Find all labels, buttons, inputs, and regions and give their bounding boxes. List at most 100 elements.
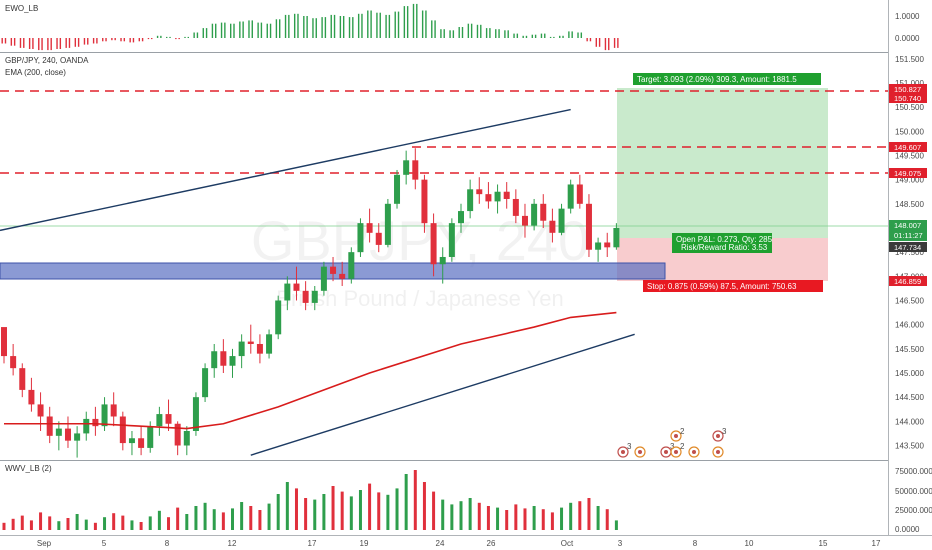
candle xyxy=(128,430,135,456)
volume-bar xyxy=(596,506,600,530)
ewo-bar xyxy=(431,20,433,38)
ewo-bar xyxy=(586,38,588,42)
price-tick: 151.500 xyxy=(895,55,924,64)
candle xyxy=(156,406,163,436)
price-tick: 146.000 xyxy=(895,321,924,330)
ewo-bar xyxy=(224,22,226,38)
candle xyxy=(220,339,227,373)
ewo-bar xyxy=(211,23,214,38)
volume-bar xyxy=(505,510,509,530)
ewo-bar xyxy=(562,35,564,38)
ewo-bar xyxy=(549,36,552,38)
ewo-bar xyxy=(87,38,89,45)
candle xyxy=(330,256,337,282)
event-marker[interactable] xyxy=(688,446,700,458)
watermark-name: British Pound / Japanese Yen xyxy=(276,286,563,311)
target-label[interactable]: Target: 3.093 (2.09%) 309.3, Amount: 188… xyxy=(633,73,821,85)
event-marker[interactable]: 2 xyxy=(670,442,685,458)
candle xyxy=(467,179,474,219)
candle xyxy=(37,392,44,431)
ewo-bar xyxy=(269,23,272,38)
ewo-bar xyxy=(230,23,232,38)
ewo-bar xyxy=(202,28,204,38)
volume-bar xyxy=(121,515,125,530)
ewo-bar xyxy=(279,19,281,38)
channel-upper-line[interactable] xyxy=(0,108,571,232)
ewo-bar xyxy=(151,38,153,40)
ewo-bar xyxy=(196,32,199,38)
ewo-bar xyxy=(303,16,305,38)
price-tick: 151.000 xyxy=(895,79,924,88)
price-tick: 150.000 xyxy=(895,127,924,136)
svg-text:149.607: 149.607 xyxy=(894,143,921,152)
time-axis[interactable]: Sep 5 8 12 17 19 24 26 Oct 3 8 10 15 17 xyxy=(37,539,881,548)
event-markers[interactable]: 3 3 2 2 3 xyxy=(617,427,727,458)
ewo-bar xyxy=(169,36,171,38)
ewo-bar xyxy=(498,29,500,38)
event-marker[interactable] xyxy=(712,446,724,458)
event-marker[interactable]: 2 xyxy=(670,427,685,442)
svg-text:148.007: 148.007 xyxy=(894,221,921,230)
ewo-bar xyxy=(342,16,345,38)
volume-bar xyxy=(267,503,271,530)
ewo-bar xyxy=(32,38,34,49)
volume-bar xyxy=(477,502,481,530)
volume-bar xyxy=(313,499,317,530)
pnl-label[interactable]: Open P&L: 0.273, Qty: 285 Risk/Reward Ra… xyxy=(672,233,773,253)
time-tick: 8 xyxy=(165,539,170,548)
ewo-bar xyxy=(495,29,497,38)
ewo-bar xyxy=(251,20,253,38)
volume-bar xyxy=(349,496,353,530)
volume-legend-title[interactable]: WWV_LB (2) xyxy=(5,464,52,473)
volume-bar xyxy=(450,504,454,530)
main-legend-title[interactable]: GBP/JPY, 240, OANDA xyxy=(5,56,89,65)
ewo-bar xyxy=(111,38,113,41)
ewo-bar xyxy=(613,38,616,48)
ewo-legend-title[interactable]: EWO_LB xyxy=(5,4,38,13)
time-tick: 26 xyxy=(487,539,496,548)
price-tag-149-075: 149.075 xyxy=(889,168,927,178)
time-tick: 24 xyxy=(436,539,445,548)
time-tick: Oct xyxy=(561,539,574,548)
ema-legend-title[interactable]: EMA (200, close) xyxy=(5,68,66,77)
ewo-bar xyxy=(580,32,583,38)
event-marker[interactable]: 3 xyxy=(712,427,727,442)
candle xyxy=(567,179,574,214)
ewo-bar xyxy=(357,13,360,39)
candle xyxy=(202,363,209,402)
candle xyxy=(101,397,108,431)
ewo-bar xyxy=(434,20,436,38)
ewo-bar xyxy=(617,38,619,48)
ewo-bar xyxy=(339,16,342,38)
ewo-bar xyxy=(379,12,381,38)
volume-bar xyxy=(395,488,399,530)
volume-bar xyxy=(139,522,143,530)
candle xyxy=(55,421,62,451)
ewo-bar xyxy=(59,38,62,49)
volume-bar xyxy=(167,517,171,530)
candle xyxy=(521,203,528,238)
candle xyxy=(485,182,492,209)
event-marker[interactable]: 3 xyxy=(617,442,632,458)
volume-bar xyxy=(249,506,253,530)
volume-bar xyxy=(459,501,463,530)
price-tag-zone: 146.859 xyxy=(889,276,927,286)
position-target-zone[interactable] xyxy=(617,88,828,238)
ewo-bar xyxy=(47,38,49,51)
candle xyxy=(174,421,181,456)
ewo-bar xyxy=(77,38,80,47)
stop-label[interactable]: Stop: 0.875 (0.59%) 87.5, Amount: 750.63 xyxy=(643,280,823,292)
channel-lower-line[interactable] xyxy=(250,333,635,456)
event-marker[interactable] xyxy=(634,446,646,458)
volume-bar xyxy=(29,520,33,530)
ewo-bar xyxy=(425,10,427,38)
ewo-bar xyxy=(370,10,372,38)
ewo-bar xyxy=(376,12,378,38)
ewo-bar xyxy=(275,19,278,38)
ewo-bar xyxy=(96,38,98,44)
ewo-bar xyxy=(160,35,162,38)
candle xyxy=(1,327,7,364)
candle xyxy=(494,184,501,214)
candle xyxy=(275,295,282,340)
